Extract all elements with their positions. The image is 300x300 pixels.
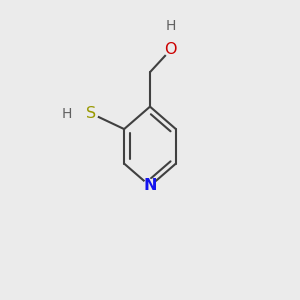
Text: N: N (143, 178, 157, 194)
Circle shape (85, 107, 98, 120)
Text: S: S (86, 106, 96, 121)
Text: O: O (164, 42, 177, 57)
Text: H: H (166, 19, 176, 33)
Circle shape (143, 179, 157, 193)
Circle shape (164, 19, 177, 32)
Circle shape (61, 107, 74, 120)
Circle shape (164, 43, 177, 56)
Text: H: H (62, 106, 72, 121)
